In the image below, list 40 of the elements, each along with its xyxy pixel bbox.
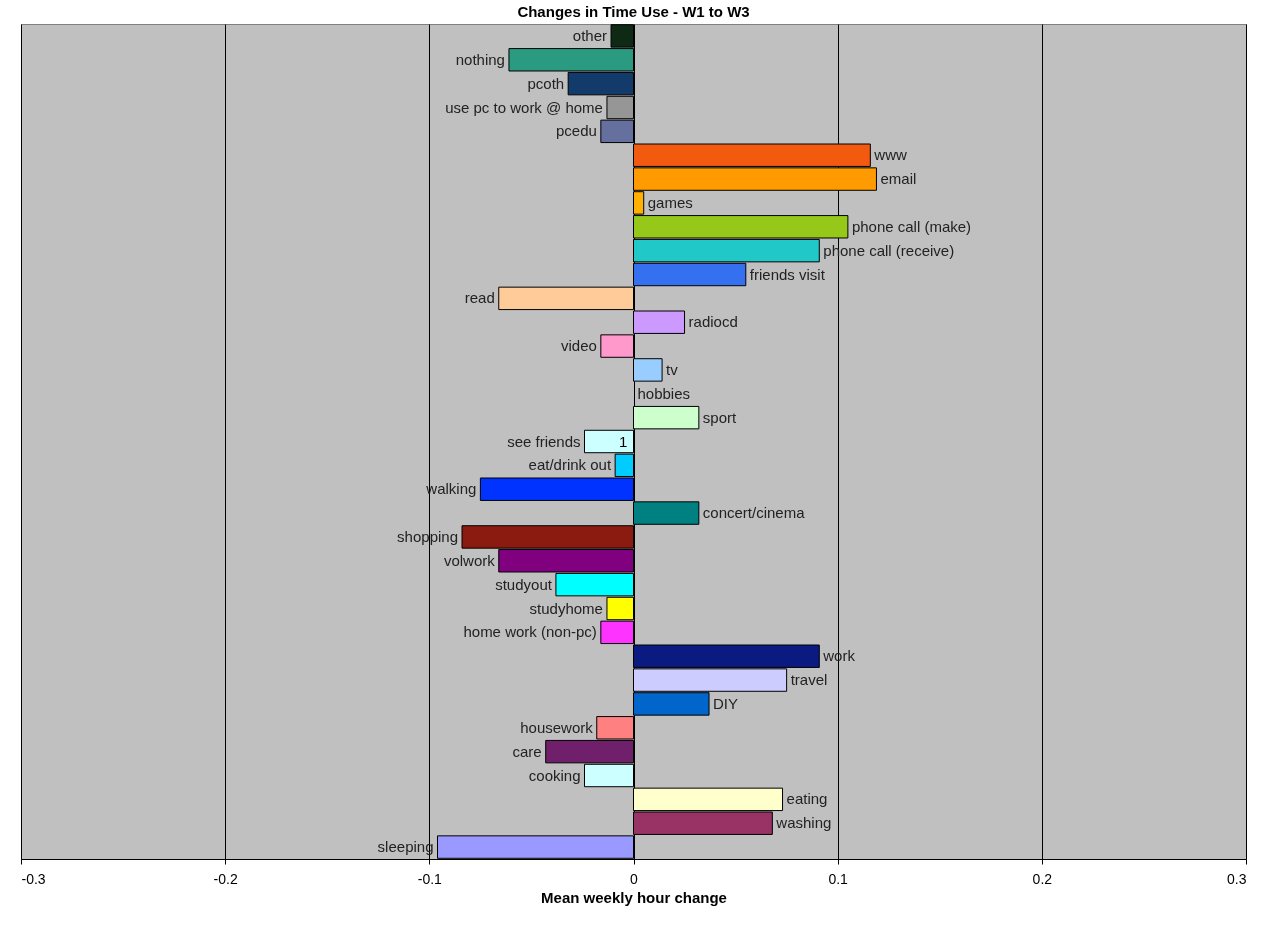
y-tick-label: pcedu: [555, 122, 597, 140]
y-tick-label: pcoth: [527, 74, 565, 92]
y-tick-label: concert/cinema: [702, 504, 806, 522]
x-tick-label: -0.1: [417, 870, 443, 887]
y-tick-label: sport: [702, 408, 738, 426]
y-tick-label: eat/drink out: [528, 456, 612, 474]
y-tick-label: email: [880, 170, 917, 188]
y-tick-label: video: [560, 337, 597, 355]
y-tick-label: eating: [786, 790, 828, 808]
x-tick-label: 0.2: [1032, 870, 1053, 887]
y-tick-label: see friends: [507, 432, 581, 450]
y-tick-label: travel: [790, 671, 828, 689]
y-tick-label: friends visit: [749, 265, 826, 283]
y-tick-label: www: [873, 146, 907, 164]
y-tick-label: tv: [666, 360, 679, 378]
x-tick-label: 0.3: [1227, 870, 1247, 887]
y-tick-label: radiocd: [688, 313, 738, 331]
y-tick-label: cooking: [528, 766, 581, 784]
y-tick-label: DIY: [713, 694, 739, 712]
y-tick-label: hobbies: [637, 384, 691, 402]
annotation: 1: [619, 432, 628, 450]
x-axis-title: Mean weekly hour change: [541, 888, 727, 906]
y-tick-label: care: [512, 742, 542, 760]
y-tick-label: other: [572, 26, 608, 44]
chart-title: Changes in Time Use - W1 to W3: [517, 3, 750, 20]
y-tick-label: studyout: [495, 575, 553, 593]
y-tick-label: volwork: [443, 551, 496, 569]
x-tick-label: 0.1: [828, 870, 849, 887]
x-tick-label: -0.2: [213, 870, 238, 887]
y-tick-label: read: [464, 289, 495, 307]
x-tick-label: -0.3: [21, 870, 46, 887]
y-tick-label: games: [647, 193, 693, 211]
x-tick-label: 0: [630, 870, 639, 887]
y-tick-label: washing: [775, 814, 832, 832]
y-tick-label: nothing: [455, 50, 505, 68]
y-tick-label: housework: [520, 718, 594, 736]
y-tick-label: use pc to work @ home: [445, 98, 603, 116]
y-tick-label: phone call (make): [851, 217, 972, 235]
y-tick-label: studyhome: [529, 599, 603, 617]
y-tick-label: home work (non-pc): [463, 623, 597, 641]
